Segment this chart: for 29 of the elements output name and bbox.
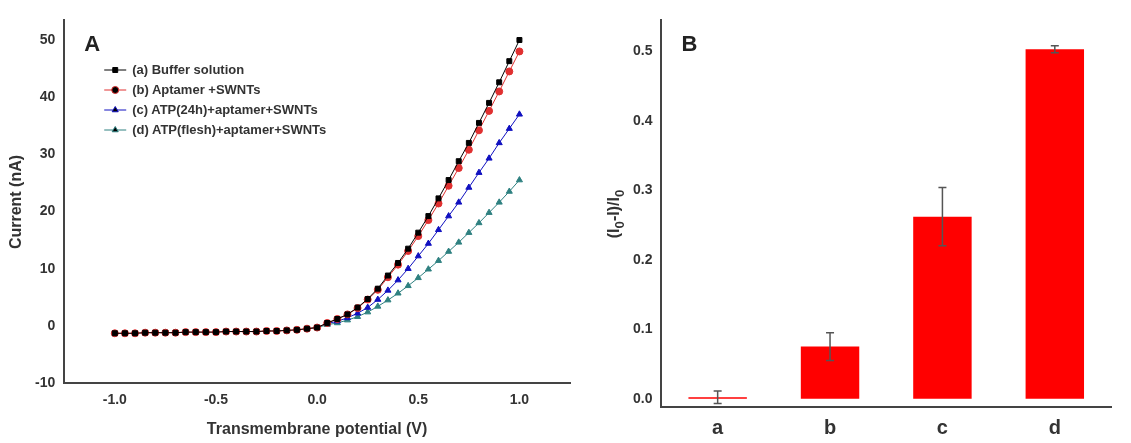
y-tick-label: 0.4 <box>632 111 653 128</box>
x-tick-label: c <box>936 415 948 438</box>
y-axis-title: Current (nA) <box>7 154 25 249</box>
y-tick-label: 0.5 <box>632 42 653 59</box>
x-tick-label: -1.0 <box>102 391 128 408</box>
y-tick-label: 50 <box>39 30 56 47</box>
x-tick-label: -0.5 <box>203 391 229 408</box>
y-tick-label: 0.3 <box>632 181 653 198</box>
y-tick-label: 0.1 <box>632 320 653 337</box>
legend-label: (c) ATP(24h)+aptamer+SWNTs <box>132 101 318 117</box>
y-tick-label: 30 <box>39 145 56 162</box>
x-tick-label: 1.0 <box>509 391 530 408</box>
annotation: B <box>681 31 698 57</box>
x-tick-label: d <box>1048 415 1061 438</box>
legend-label: (a) Buffer solution <box>132 61 245 77</box>
x-tick-label: b <box>823 415 837 438</box>
y-tick-label: 10 <box>39 259 56 276</box>
y-tick-label: 0 <box>47 316 56 333</box>
legend-label: (d) ATP(flesh)+aptamer+SWNTs <box>132 121 327 137</box>
legend-label: (b) Aptamer +SWNTs <box>132 81 261 97</box>
x-axis-title: Transmembrane potential (V) <box>206 419 428 437</box>
y-tick-label: -10 <box>35 373 56 390</box>
x-tick-label: 0.5 <box>408 391 429 408</box>
annotation: A <box>84 31 101 57</box>
y-tick-label: 20 <box>39 202 56 219</box>
x-tick-label: a <box>712 415 725 438</box>
y-tick-label: 40 <box>39 88 56 105</box>
x-tick-label: 0.0 <box>307 391 328 408</box>
y-tick-label: 0.2 <box>632 250 653 267</box>
